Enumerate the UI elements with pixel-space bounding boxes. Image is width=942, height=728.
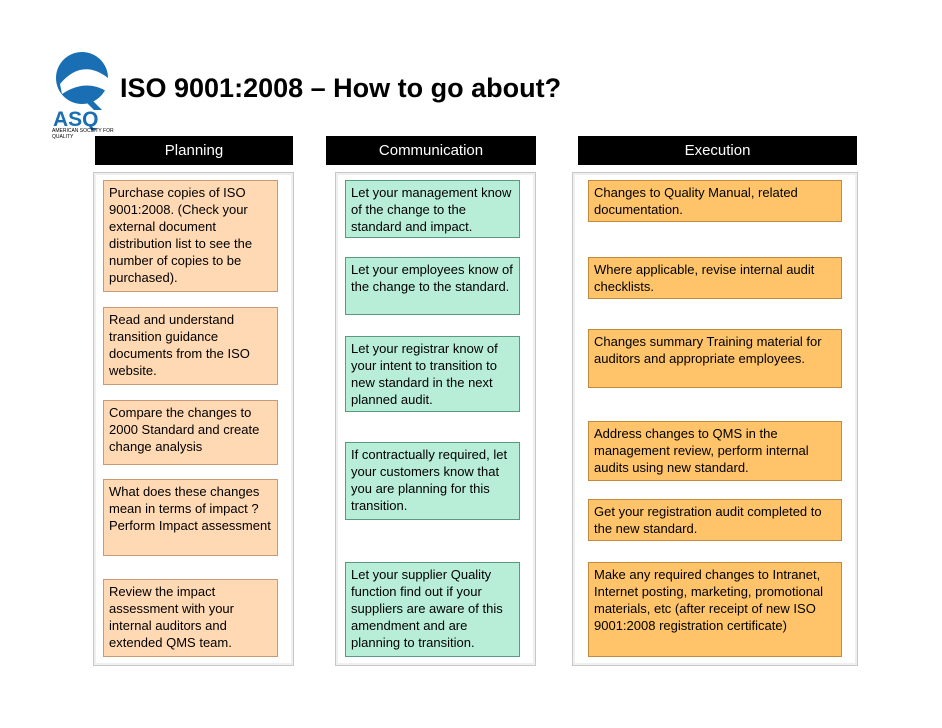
planning-item-4: What does these changes mean in terms of… bbox=[103, 479, 278, 556]
header-communication: Communication bbox=[326, 136, 536, 165]
planning-item-1: Purchase copies of ISO 9001:2008. (Check… bbox=[103, 180, 278, 292]
planning-panel bbox=[93, 172, 294, 666]
execution-item-1: Changes to Quality Manual, related docum… bbox=[588, 180, 842, 222]
execution-item-2: Where applicable, revise internal audit … bbox=[588, 257, 842, 299]
asq-logo: ASQ bbox=[53, 52, 108, 131]
communication-item-3: Let your registrar know of your intent t… bbox=[345, 336, 520, 412]
communication-item-2: Let your employees know of the change to… bbox=[345, 257, 520, 315]
planning-item-5: Review the impact assessment with your i… bbox=[103, 579, 278, 657]
communication-item-1: Let your management know of the change t… bbox=[345, 180, 520, 238]
execution-panel bbox=[572, 172, 858, 666]
communication-item-4: If contractually required, let your cust… bbox=[345, 442, 520, 520]
logo-subtitle: AMERICAN SOCIETY FOR QUALITY bbox=[52, 128, 114, 140]
execution-item-6: Make any required changes to Intranet, I… bbox=[588, 562, 842, 657]
communication-panel bbox=[335, 172, 536, 666]
page-title: ISO 9001:2008 – How to go about? bbox=[120, 73, 562, 103]
execution-item-4: Address changes to QMS in the management… bbox=[588, 421, 842, 481]
logo-letters: ASQ bbox=[53, 108, 99, 131]
planning-item-2: Read and understand transition guidance … bbox=[103, 307, 278, 385]
execution-item-5: Get your registration audit completed to… bbox=[588, 499, 842, 541]
planning-item-3: Compare the changes to 2000 Standard and… bbox=[103, 400, 278, 465]
communication-item-5: Let your supplier Quality function find … bbox=[345, 562, 520, 657]
header-planning: Planning bbox=[95, 136, 293, 165]
header-execution: Execution bbox=[578, 136, 857, 165]
execution-item-3: Changes summary Training material for au… bbox=[588, 329, 842, 388]
